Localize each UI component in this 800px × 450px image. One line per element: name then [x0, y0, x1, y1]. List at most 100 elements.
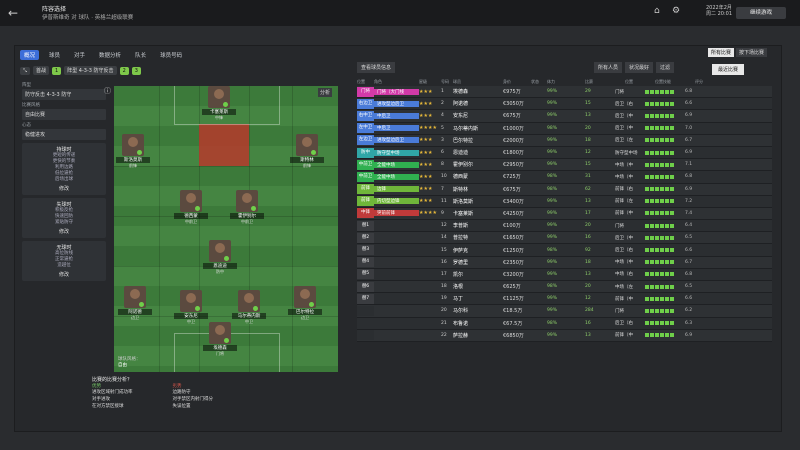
table-row[interactable]: 中前卫 全能中场 ★★★ 10 德西蒙 €725万 98% 31 中场（中 6.8: [357, 171, 772, 184]
player-name[interactable]: 马尔科: [453, 308, 469, 315]
role-label[interactable]: 边锋: [374, 186, 419, 193]
position-slot[interactable]: 前锋: [357, 184, 374, 195]
table-row[interactable]: 左中卫 中后卫 ★★★★ 5 马尔蒂内斯 €1000万 98% 20 后卫（中 7.0: [357, 122, 772, 135]
position-slot[interactable]: 左中卫: [357, 123, 374, 134]
position-slot[interactable]: [357, 305, 374, 316]
edit-button[interactable]: 修改: [58, 272, 69, 278]
role-label[interactable]: 进攻型边后卫: [374, 137, 419, 144]
role-label[interactable]: 全能中场: [374, 161, 419, 168]
view-dropdown[interactable]: 查看球员信息: [357, 62, 396, 73]
position-slot[interactable]: 替2: [357, 232, 374, 243]
player-card[interactable]: 安东尼 中卫: [174, 290, 208, 328]
table-row[interactable]: 右中卫 中后卫 ★★★ 4 安东尼 €675万 99% 13 后卫（中 6.9: [357, 110, 772, 123]
edit-button[interactable]: 修改: [58, 229, 69, 235]
player-name[interactable]: 巴尔特拉: [453, 137, 474, 144]
table-row[interactable]: 替5 17 凯尔 €3200万 99% 13 中场（右 6.8: [357, 268, 772, 281]
table-row[interactable]: 中前卫 全能中场 ★★★ 8 霍伊别尔 €2950万 99% 15 中场（中 7.1: [357, 159, 772, 172]
tab-next-match[interactable]: 按下场比赛: [736, 48, 768, 57]
formation-dropdown[interactable]: 阵型 4-3-3 防守反击: [64, 66, 117, 75]
player-name[interactable]: 安东尼: [453, 113, 469, 120]
tactic-slot-2[interactable]: 2: [119, 66, 129, 75]
tab-opponent[interactable]: 对手: [74, 53, 86, 59]
player-name[interactable]: 霍伊别尔: [453, 162, 474, 169]
role-label[interactable]: 突前前锋: [374, 210, 419, 217]
continue-button[interactable]: 继续游戏: [736, 7, 786, 19]
position-slot[interactable]: 右中卫: [357, 110, 374, 121]
player-name[interactable]: 德西蒙: [453, 174, 469, 181]
table-row[interactable]: 21 布鲁诺 €67.5万 98% 16 后卫（右 6.3: [357, 317, 772, 330]
table-row[interactable]: 替1 12 李普斯 €100万 99% 20 门将 6.4: [357, 220, 772, 233]
info-icon[interactable]: ⓘ: [104, 87, 111, 95]
position-slot[interactable]: 替6: [357, 281, 374, 292]
tab-all-matches[interactable]: 所有比赛: [708, 48, 735, 57]
filter-all[interactable]: 所有人员: [594, 62, 623, 73]
table-row[interactable]: 前锋 内切型边锋 ★★★ 11 斯洛莫斯 €3400万 99% 13 前锋（左 7.2: [357, 195, 772, 208]
tab-analysis[interactable]: 数据分析: [99, 53, 122, 59]
edit-button[interactable]: 修改: [58, 186, 69, 192]
position-slot[interactable]: 替5: [357, 269, 374, 280]
table-row[interactable]: 20 马尔科 €18.5万 99% 284 门将 6.2: [357, 305, 772, 318]
tab-captain[interactable]: 队长: [135, 53, 147, 59]
home-icon[interactable]: ⌂: [654, 6, 660, 16]
player-card[interactable]: 斯特林 前锋: [290, 134, 324, 172]
position-slot[interactable]: 右边卫: [357, 98, 374, 109]
table-row[interactable]: 替3 15 伊萨克 €1250万 98% 92 后卫（右 6.6: [357, 244, 772, 257]
table-row[interactable]: 前锋 边锋 ★★★ 7 斯特林 €675万 98% 62 前锋（右 6.9: [357, 183, 772, 196]
back-arrow-icon[interactable]: ←: [8, 6, 19, 20]
analysis-toggle[interactable]: 分析: [318, 88, 333, 97]
player-name[interactable]: 斯特林: [453, 186, 469, 193]
position-slot[interactable]: 门将: [357, 86, 374, 97]
table-row[interactable]: 替4 16 罗德里 €2350万 99% 18 中场（中 6.7: [357, 256, 772, 269]
position-slot[interactable]: 前锋: [357, 196, 374, 207]
role-label[interactable]: 门将（大门线: [374, 88, 419, 95]
role-label[interactable]: 中后卫: [374, 125, 419, 132]
player-name[interactable]: 萨拉赫: [453, 332, 469, 339]
position-slot[interactable]: 替4: [357, 257, 374, 268]
tactic-slot-3[interactable]: 3: [131, 66, 141, 75]
table-row[interactable]: 替6 18 洛根 €625万 98% 20 中场（左 6.5: [357, 281, 772, 294]
table-row[interactable]: 门将 门将（大门线 ★★★ 1 埃德森 €975万 99% 29 门将 6.8: [357, 86, 772, 99]
mentality-select[interactable]: 稳健进攻: [22, 129, 106, 140]
player-name[interactable]: 洛根: [453, 284, 464, 291]
player-name[interactable]: 卡塞莱斯: [453, 210, 474, 217]
table-row[interactable]: 22 萨拉赫 €6850万 99% 13 前锋（中 6.9: [357, 329, 772, 342]
player-name[interactable]: 恩迪迪: [453, 150, 469, 157]
collapse-icon[interactable]: ⤡: [20, 66, 31, 75]
position-slot[interactable]: 替7: [357, 293, 374, 304]
position-slot[interactable]: 中前卫: [357, 159, 374, 170]
tab-numbers[interactable]: 球员号码: [160, 53, 183, 59]
table-row[interactable]: 替7 19 马丁 €1125万 99% 12 前锋（中 6.6: [357, 293, 772, 306]
position-slot[interactable]: 替1: [357, 220, 374, 231]
player-card[interactable]: 霍伊别尔 中前卫: [230, 190, 264, 228]
tab-overview[interactable]: 概况: [20, 50, 40, 60]
player-card[interactable]: 卡塞莱斯 中锋: [202, 86, 236, 124]
tactic-slot-1[interactable]: 1: [52, 66, 62, 75]
position-slot[interactable]: 防中: [357, 147, 374, 158]
player-card[interactable]: 马尔蒂内斯 中卫: [232, 290, 266, 328]
role-label[interactable]: 中后卫: [374, 112, 419, 119]
player-card[interactable]: 阿诺德 边卫: [118, 286, 152, 324]
tab-players[interactable]: 球员: [49, 53, 61, 59]
player-name[interactable]: 马尔蒂内斯: [453, 125, 479, 132]
player-name[interactable]: 斯洛莫斯: [453, 198, 474, 205]
table-row[interactable]: 防中 防守型中场 ★★★ 6 恩迪迪 €1800万 99% 12 防守型中场 6.9: [357, 146, 772, 160]
player-name[interactable]: 埃德森: [453, 89, 469, 96]
player-name[interactable]: 罗德里: [453, 259, 469, 266]
table-row[interactable]: 中锋 突前前锋 ★★★★ 9 卡塞莱斯 €4250万 99% 17 前锋（中 7.4: [357, 207, 772, 221]
player-card[interactable]: 巴尔特拉 边卫: [288, 286, 322, 324]
player-name[interactable]: 布鲁诺: [453, 320, 469, 327]
recent-matches-button[interactable]: 最近比赛: [712, 64, 745, 75]
role-label[interactable]: 进攻型边后卫: [374, 100, 419, 107]
style-select[interactable]: 自由比赛: [22, 109, 106, 120]
position-slot[interactable]: 左边卫: [357, 135, 374, 146]
player-card[interactable]: 埃德森 门将: [203, 322, 237, 360]
role-label[interactable]: 防守型中场: [374, 149, 419, 156]
position-slot[interactable]: [357, 330, 374, 341]
role-label[interactable]: 全能中场: [374, 173, 419, 180]
position-slot[interactable]: 中前卫: [357, 171, 374, 182]
player-name[interactable]: 李普斯: [453, 223, 469, 230]
table-row[interactable]: 替2 14 普拉特 €1650万 99% 16 后卫（中 6.5: [357, 232, 772, 245]
player-name[interactable]: 伊萨克: [453, 247, 469, 254]
player-name[interactable]: 马丁: [453, 296, 464, 303]
player-card[interactable]: 德西蒙 中前卫: [174, 190, 208, 228]
